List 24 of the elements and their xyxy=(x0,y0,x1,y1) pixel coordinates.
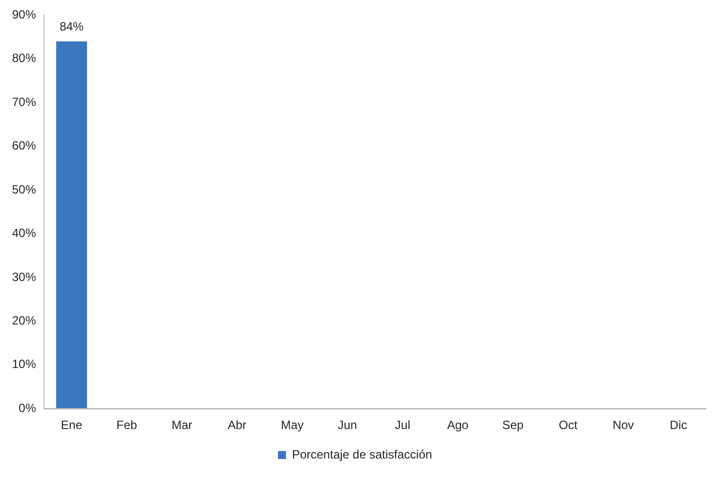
y-tick-label: 40% xyxy=(12,226,36,240)
x-tick-label: Abr xyxy=(228,418,246,432)
y-tick-label: 10% xyxy=(12,357,36,372)
y-tick-label: 90% xyxy=(12,8,36,22)
y-tick-label: 50% xyxy=(12,182,36,196)
y-tick-label: 60% xyxy=(12,138,36,153)
x-tick-label: Jun xyxy=(338,418,358,432)
x-tick-label: Nov xyxy=(612,418,634,432)
x-tick-label: Dic xyxy=(670,418,688,432)
y-tick-label: 0% xyxy=(18,400,36,415)
legend-label: Porcentaje de satisfacción xyxy=(292,447,432,462)
x-tick-label: Feb xyxy=(116,418,138,432)
data-label: 84% xyxy=(60,20,84,34)
y-tick-label: 20% xyxy=(12,313,36,328)
x-tick-label: Mar xyxy=(172,418,192,432)
x-tick-label: Sep xyxy=(502,418,524,432)
y-tick-label: 30% xyxy=(12,270,36,284)
x-tick-label: Ene xyxy=(60,418,83,432)
y-tick-label: 80% xyxy=(12,51,36,66)
y-tick-label: 70% xyxy=(12,94,36,109)
x-tick-label: Ago xyxy=(447,418,469,432)
x-tick-label: May xyxy=(280,418,304,432)
x-tick-label: Jul xyxy=(394,418,410,432)
x-tick-label: Oct xyxy=(558,418,578,432)
